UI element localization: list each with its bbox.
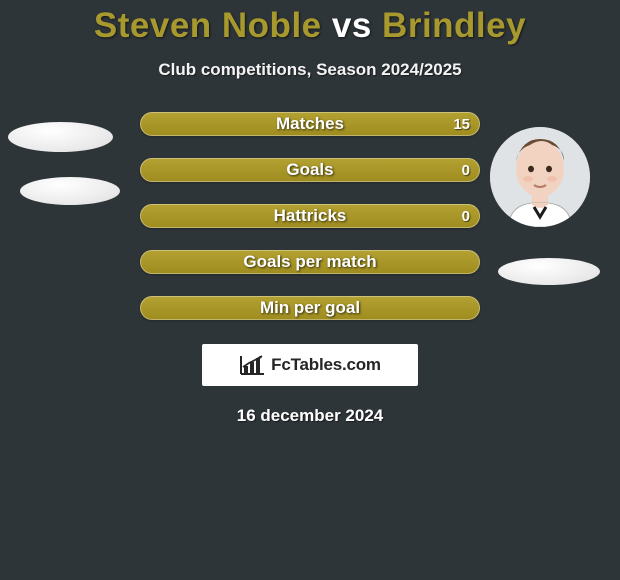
stat-bar-row: Hattricks0	[140, 204, 480, 228]
brand-badge: FcTables.com	[202, 344, 418, 386]
stat-bar-row: Matches15	[140, 112, 480, 136]
decorative-ellipse	[8, 122, 113, 152]
player2-name: Brindley	[382, 6, 526, 45]
decorative-ellipse	[498, 258, 600, 285]
stat-bar-row: Goals per match	[140, 250, 480, 274]
date-text: 16 december 2024	[0, 406, 620, 426]
stat-bar-row: Min per goal	[140, 296, 480, 320]
stat-bars: Matches15 Goals0 Hattricks0 Goals per match…	[140, 112, 480, 320]
brand-text: FcTables.com	[271, 355, 381, 375]
decorative-ellipse	[20, 177, 120, 205]
stat-bar-row: Goals0	[140, 158, 480, 182]
comparison-title: Steven Noble vs Brindley	[0, 0, 620, 46]
vs-text: vs	[332, 6, 372, 45]
player2-avatar	[490, 127, 590, 227]
player1-name: Steven Noble	[94, 6, 322, 45]
brand-chart-icon	[239, 354, 265, 376]
subtitle: Club competitions, Season 2024/2025	[0, 60, 620, 80]
